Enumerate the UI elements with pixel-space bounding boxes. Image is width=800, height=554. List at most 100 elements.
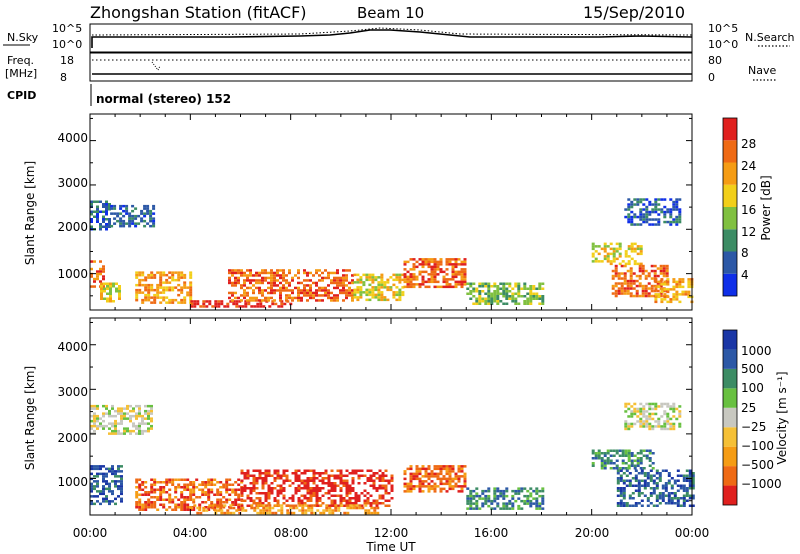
power-cell [618, 242, 622, 246]
power-cell [669, 210, 673, 214]
power-cell [156, 291, 160, 294]
velocity-cell [165, 483, 169, 486]
power-cell [232, 302, 236, 306]
velocity-cell [357, 474, 361, 477]
power-cell [342, 276, 345, 280]
power-cell [451, 263, 455, 266]
velocity-cell [616, 494, 620, 497]
power-cell [259, 305, 263, 308]
velocity-cell [675, 417, 679, 421]
power-cell [330, 279, 333, 282]
velocity-cell [222, 483, 226, 486]
velocity-cell [282, 489, 286, 492]
velocity-cell [418, 467, 422, 471]
velocity-cell [252, 474, 256, 477]
power-cell [457, 263, 461, 266]
velocity-cell [657, 417, 661, 421]
velocity-cell [243, 484, 247, 487]
power-cell [303, 294, 306, 297]
nsky-label: N.Sky [7, 31, 39, 44]
velocity-cell [216, 488, 220, 491]
velocity-cell [312, 489, 316, 492]
power-cell [526, 297, 530, 300]
velocity-cell [649, 487, 653, 490]
power-cell [90, 225, 93, 228]
velocity-cell [237, 503, 241, 506]
power-cell [96, 220, 99, 223]
power-cell [353, 281, 357, 284]
velocity-cell [150, 417, 153, 420]
power-cell [651, 210, 655, 214]
power-cell [90, 267, 93, 271]
power-cell [306, 271, 309, 275]
power-cell [675, 285, 679, 289]
velocity-cell [336, 469, 340, 472]
power-cell [436, 285, 440, 289]
velocity-cell [276, 474, 280, 477]
power-cell [306, 274, 309, 277]
power-cell [627, 247, 631, 251]
power-cell [165, 278, 169, 282]
power-cell [143, 214, 147, 218]
velocity-cell [96, 417, 99, 420]
velocity-cell [96, 500, 99, 503]
power-cell [451, 275, 455, 279]
power-cell [505, 282, 509, 285]
velocity-cell [496, 504, 500, 508]
power-cell [356, 273, 360, 277]
velocity-cell [282, 494, 286, 497]
power-cell [663, 198, 667, 201]
power-cell [672, 280, 676, 284]
velocity-cell [652, 482, 656, 485]
power-cell [297, 291, 300, 295]
velocity-cell [457, 465, 461, 468]
velocity-cell [105, 500, 108, 503]
power-cell [171, 276, 175, 279]
velocity-cell [186, 486, 190, 489]
power-cell [421, 280, 425, 284]
velocity-cell [246, 494, 250, 497]
velocity-cell [240, 472, 244, 475]
power-cell [687, 290, 691, 294]
velocity-cell [229, 504, 233, 507]
velocity-cell [658, 474, 662, 477]
power-cell [228, 276, 231, 280]
power-cell [309, 286, 312, 290]
power-cell [273, 289, 276, 292]
velocity-cell [138, 506, 142, 509]
power-cell [675, 283, 679, 286]
power-cell [244, 300, 248, 303]
power-cell [490, 295, 494, 298]
power-cell [433, 285, 437, 289]
power-cell [306, 284, 309, 287]
power-cell [348, 291, 351, 295]
power-cell [359, 296, 363, 299]
velocity-cell [306, 469, 310, 472]
velocity-cell [273, 479, 277, 482]
velocity-cbar-swatch [723, 446, 737, 467]
power-cell [119, 212, 123, 215]
velocity-cell [129, 417, 132, 420]
velocity-cell [213, 506, 217, 509]
velocity-cell [472, 502, 476, 505]
velocity-cell [114, 475, 117, 478]
velocity-cell [624, 425, 628, 428]
power-cell [377, 288, 381, 292]
power-cell [279, 294, 282, 297]
velocity-cell [366, 497, 370, 500]
power-cell [270, 271, 273, 275]
power-cell [663, 283, 667, 286]
vel-ytick-4000: 4000 [57, 340, 88, 354]
velocity-cell [223, 511, 227, 515]
power-cell [138, 288, 142, 292]
velocity-cell [673, 494, 677, 497]
power-cell [541, 302, 545, 305]
velocity-cell [193, 504, 197, 507]
velocity-cell [639, 407, 643, 411]
power-cell [647, 287, 651, 290]
power-cell [463, 260, 467, 264]
power-cell [639, 198, 643, 201]
velocity-cell [138, 422, 141, 425]
velocity-cell [688, 494, 692, 497]
power-cell [110, 204, 114, 208]
